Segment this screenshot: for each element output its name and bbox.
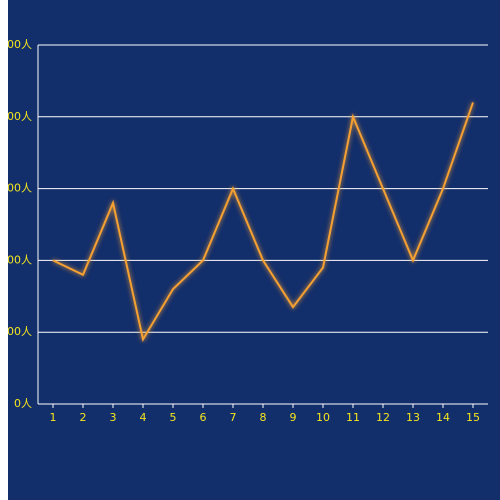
x-tick-label: 3: [110, 411, 117, 424]
y-tick-label: 400人: [8, 110, 32, 123]
y-tick-label: 200人: [8, 253, 32, 266]
y-tick-label: 500人: [8, 38, 32, 51]
x-tick-label: 11: [346, 411, 360, 424]
x-tick-label: 4: [140, 411, 147, 424]
x-tick-label: 9: [290, 411, 297, 424]
x-tick-label: 12: [376, 411, 390, 424]
x-tick-label: 7: [230, 411, 237, 424]
x-tick-label: 1: [50, 411, 57, 424]
chart: 0人100人200人300人400人500人123456789101112131…: [8, 0, 500, 500]
x-tick-label: 13: [406, 411, 420, 424]
x-tick-label: 5: [170, 411, 177, 424]
x-tick-label: 8: [260, 411, 267, 424]
line-series: [52, 102, 474, 343]
y-tick-label: 300人: [8, 182, 32, 195]
y-tick-label: 0人: [14, 397, 32, 410]
x-tick-label: 15: [466, 411, 480, 424]
x-tick-label: 2: [80, 411, 87, 424]
x-tick-label: 10: [316, 411, 330, 424]
x-tick-label: 6: [200, 411, 207, 424]
background: [8, 0, 500, 500]
x-tick-label: 14: [436, 411, 450, 424]
y-tick-label: 100人: [8, 325, 32, 338]
